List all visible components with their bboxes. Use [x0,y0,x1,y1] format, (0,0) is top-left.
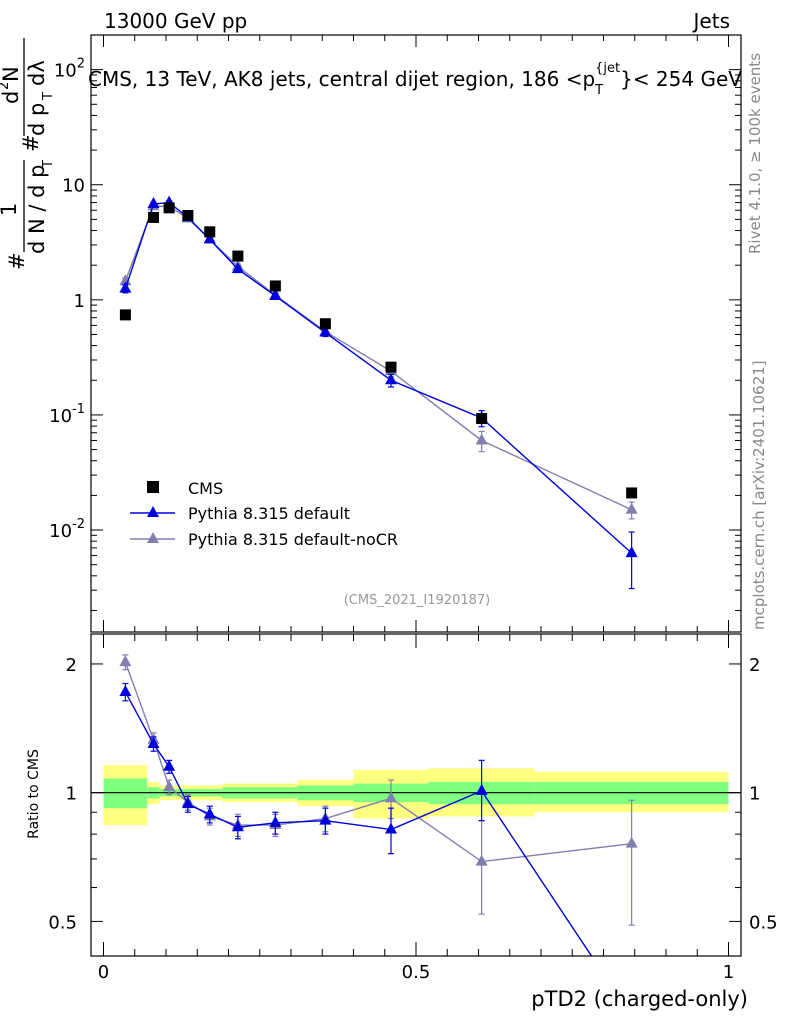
ylabel-one: 1 [0,203,21,216]
rivet-label: Rivet 4.1.0, ≥ 100k events [746,53,764,254]
ratio-xtick-label: 1 [723,962,734,983]
ratio-ytick-label-right: 2 [749,655,760,676]
main-point-nocr [475,433,488,445]
main-panel: 10-2 10-1 1 10 102 [49,34,742,633]
header-right: Jets [692,9,730,33]
ratio-line-nocr [124,661,632,863]
ylabel-den-sub: T [41,160,56,169]
title-sup: {jet [595,61,620,76]
analysis-id: (CMS_2021_I1920187) [344,593,491,608]
main-point-cms [163,202,175,214]
ratio-point-default [475,783,488,795]
main-line-nocr [124,205,632,511]
legend-nocr: Pythia 8.315 default-noCR [188,530,398,549]
main-ytick-label: 102 [54,57,85,82]
legend-nocr-marker [147,532,159,543]
ratio-ytick-label-right: 1 [749,784,760,805]
main-point-default [269,288,282,300]
main-point-cms [182,210,194,222]
x-axis-label: pTD2 (charged-only) [531,987,748,1011]
main-ytick-label: 1 [74,291,85,312]
main-point-default [119,281,132,293]
ratio-point-nocr [475,854,488,866]
main-point-nocr [625,502,638,514]
title-post: }< 254 GeV [620,67,742,91]
main-point-cms [626,487,638,499]
main-line-default [124,201,633,554]
ratio-ytick-label: 0.5 [48,912,77,933]
main-point-cms [385,361,397,373]
ratio-ytick-label: 2 [66,655,77,676]
main-point-nocr [119,274,132,286]
ratio-point-default [231,820,244,832]
ratio-point-default [319,813,332,825]
ylabel-den2: d p [25,103,49,136]
ratio-point-nocr [163,780,176,792]
ratio-panel: 0.5 0.5 1 1 2 2 0 0.5 1 [48,633,778,983]
main-ytick-label: 10-2 [49,517,85,542]
main-point-default [203,232,216,244]
ratio-ylabel: Ratio to CMS [26,749,42,839]
ylabel-den: d N / d p [25,165,49,254]
main-point-default [147,197,160,209]
main-ytick-label: 10 [62,176,85,197]
ratio-point-nocr [625,836,638,848]
legend-default: Pythia 8.315 default [188,504,350,523]
main-point-cms [204,226,216,238]
main-point-cms [148,211,159,223]
ratio-series-group [119,654,638,956]
ratio-point-nocr [119,655,132,667]
ratio-xtick-label: 0.5 [402,962,431,983]
main-ylabel: # 1 d N / d p T # d 2 N d p T dλ [0,38,56,270]
ratio-point-default [203,807,216,819]
ylabel-hash-left: # [5,252,29,270]
ylabel-num-sup: 2 [0,82,12,90]
ratio-point-default [269,815,282,827]
ratio-point-default [147,736,160,748]
ratio-point-default [119,684,132,696]
ylabel-hash-mid: # [19,134,43,152]
legend-default-marker [147,506,159,517]
main-point-cms [319,318,331,330]
main-point-cms [476,413,488,425]
main-point-default [231,262,244,274]
chart-title: CMS, 13 TeV, AK8 jets, central dijet reg… [88,61,742,98]
ylabel-den2b: dλ [25,60,49,86]
main-point-cms [269,280,281,292]
mcplots-label: mcplots.cern.ch [arXiv:2401.10621] [750,360,768,630]
main-point-default [319,325,332,337]
ratio-point-default [385,822,397,834]
title-sub: T [594,83,603,98]
main-point-cms [119,309,131,321]
legend: CMS Pythia 8.315 default Pythia 8.315 de… [130,479,398,549]
legend-cms: CMS [188,479,223,498]
ratio-ytick-label: 1 [66,784,77,805]
ylabel-num-d: d [0,91,23,104]
ratio-xtick-label: 0 [98,962,109,983]
legend-cms-marker [147,481,159,493]
main-point-default [385,373,397,385]
ylabel-den2-sub: T [41,92,56,101]
title-pre: CMS, 13 TeV, AK8 jets, central dijet reg… [88,67,595,91]
ratio-point-default [181,797,194,809]
ratio-line-default [124,691,593,956]
main-point-cms [232,250,244,262]
main-ytick-label: 10-1 [49,402,85,427]
ratio-point-default [163,759,176,771]
main-point-default [625,546,638,558]
ratio-ytick-label-right: 0.5 [749,912,778,933]
header-left: 13000 GeV pp [104,9,247,33]
ratio-point-nocr [385,791,397,803]
ylabel-num-n: N [0,66,23,82]
